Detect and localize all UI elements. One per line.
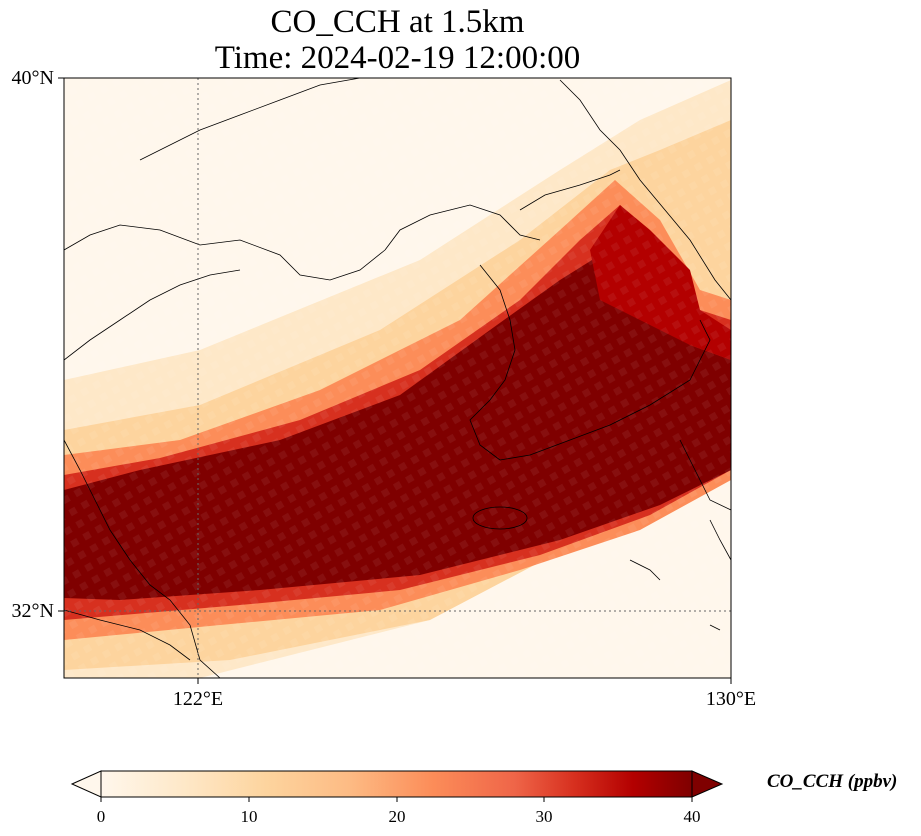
- coastlines: [64, 78, 731, 678]
- colorbar-tick-0: 0: [96, 807, 106, 826]
- colorbar-tick-40: 40: [683, 807, 701, 826]
- map-title-line-2: Time: 2024-02-19 12:00:00: [214, 40, 581, 76]
- colorbar-tick-20: 20: [388, 807, 406, 826]
- gridlines: [64, 78, 731, 678]
- map-frame: [63, 77, 732, 679]
- map-title-line-1: CO_CCH at 1.5km: [270, 4, 525, 40]
- colorbar-tick-10: 10: [240, 807, 258, 826]
- colorbar-label: CO_CCH (ppbv): [767, 771, 898, 792]
- lat-label-40n: 40°N: [11, 67, 54, 89]
- lon-label-130e: 130°E: [705, 688, 757, 710]
- lat-label-32n: 32°N: [11, 600, 54, 622]
- lon-label-122e: 122°E: [172, 688, 224, 710]
- colorbar-tick-30: 30: [535, 807, 553, 826]
